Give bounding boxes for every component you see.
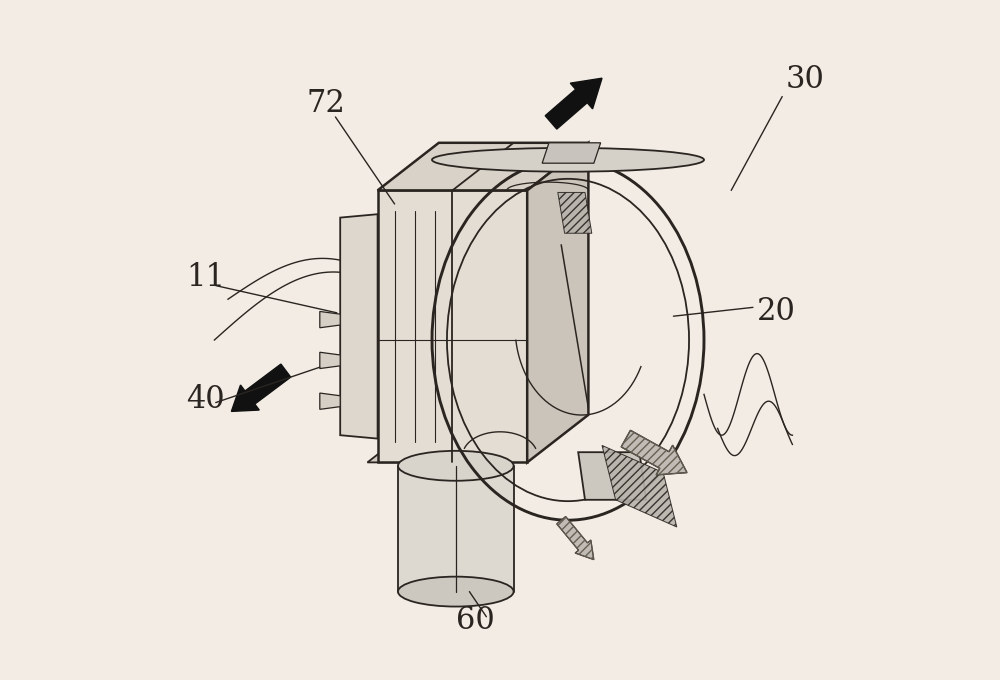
- Polygon shape: [578, 452, 646, 500]
- Polygon shape: [378, 190, 527, 462]
- Ellipse shape: [432, 148, 704, 171]
- FancyArrow shape: [557, 517, 594, 560]
- Polygon shape: [527, 143, 588, 462]
- Text: 40: 40: [186, 384, 224, 415]
- Polygon shape: [542, 143, 601, 163]
- Polygon shape: [398, 466, 514, 592]
- Polygon shape: [558, 192, 592, 233]
- Text: 60: 60: [456, 605, 495, 636]
- Polygon shape: [320, 311, 340, 328]
- Polygon shape: [367, 439, 539, 462]
- Text: 11: 11: [186, 262, 225, 292]
- Polygon shape: [340, 214, 378, 439]
- Ellipse shape: [398, 451, 514, 481]
- Text: 72: 72: [306, 88, 345, 119]
- FancyArrow shape: [621, 430, 687, 475]
- Text: 30: 30: [786, 65, 824, 95]
- Ellipse shape: [398, 577, 514, 607]
- FancyArrow shape: [231, 364, 291, 411]
- Polygon shape: [320, 352, 340, 369]
- FancyArrow shape: [545, 78, 602, 129]
- Text: 20: 20: [757, 296, 796, 326]
- Polygon shape: [320, 393, 340, 409]
- Polygon shape: [602, 445, 677, 527]
- Polygon shape: [378, 143, 588, 190]
